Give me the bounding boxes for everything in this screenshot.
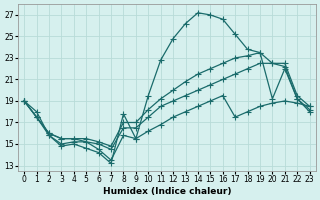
X-axis label: Humidex (Indice chaleur): Humidex (Indice chaleur) <box>103 187 231 196</box>
